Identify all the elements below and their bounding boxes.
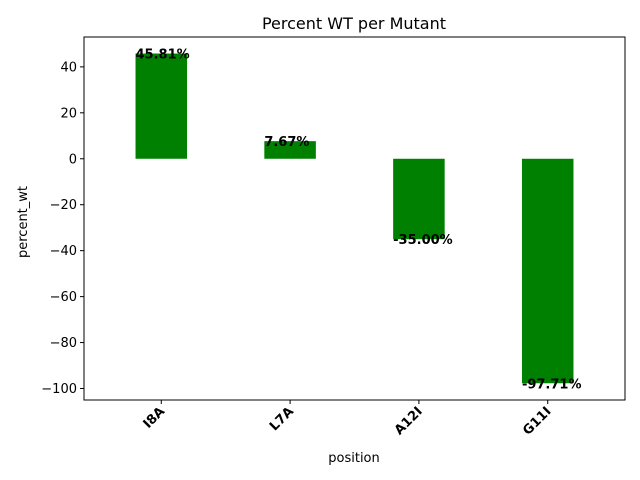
y-tick-label: −80 <box>50 336 77 351</box>
y-tick-label: −40 <box>50 244 77 259</box>
x-tick-label-i8a: I8A <box>141 404 169 432</box>
bar-g11i <box>521 158 574 384</box>
y-tick-label: 40 <box>60 60 77 75</box>
data-label-a12i: -35.00% <box>393 233 453 248</box>
bar-i8a <box>135 53 188 159</box>
plot-area: 45.81% 7.67% -35.00% -97.71% 40 20 0 −20 −40 −60 −… <box>41 36 626 439</box>
x-tick-label-g11i: G11I <box>520 404 554 438</box>
y-tick-label: −60 <box>50 290 77 305</box>
y-axis-label: percent_wt <box>16 186 31 258</box>
bar-l7a <box>264 141 316 159</box>
x-tick-label-a12i: A12I <box>392 404 426 438</box>
y-tick-label: −20 <box>50 198 77 213</box>
chart-title: Percent WT per Mutant <box>262 14 446 33</box>
data-label-g11i: -97.71% <box>522 377 582 392</box>
y-tick-label: 20 <box>60 106 77 121</box>
y-tick-label: −100 <box>41 382 77 397</box>
data-label-i8a: 45.81% <box>136 48 190 63</box>
x-tick-label-l7a: L7A <box>267 404 297 434</box>
data-label-l7a: 7.67% <box>264 135 309 150</box>
bar-a12i <box>393 158 445 240</box>
axes-frame <box>83 36 626 401</box>
x-axis-label: position <box>328 451 380 466</box>
y-tick-label: 0 <box>69 152 77 167</box>
